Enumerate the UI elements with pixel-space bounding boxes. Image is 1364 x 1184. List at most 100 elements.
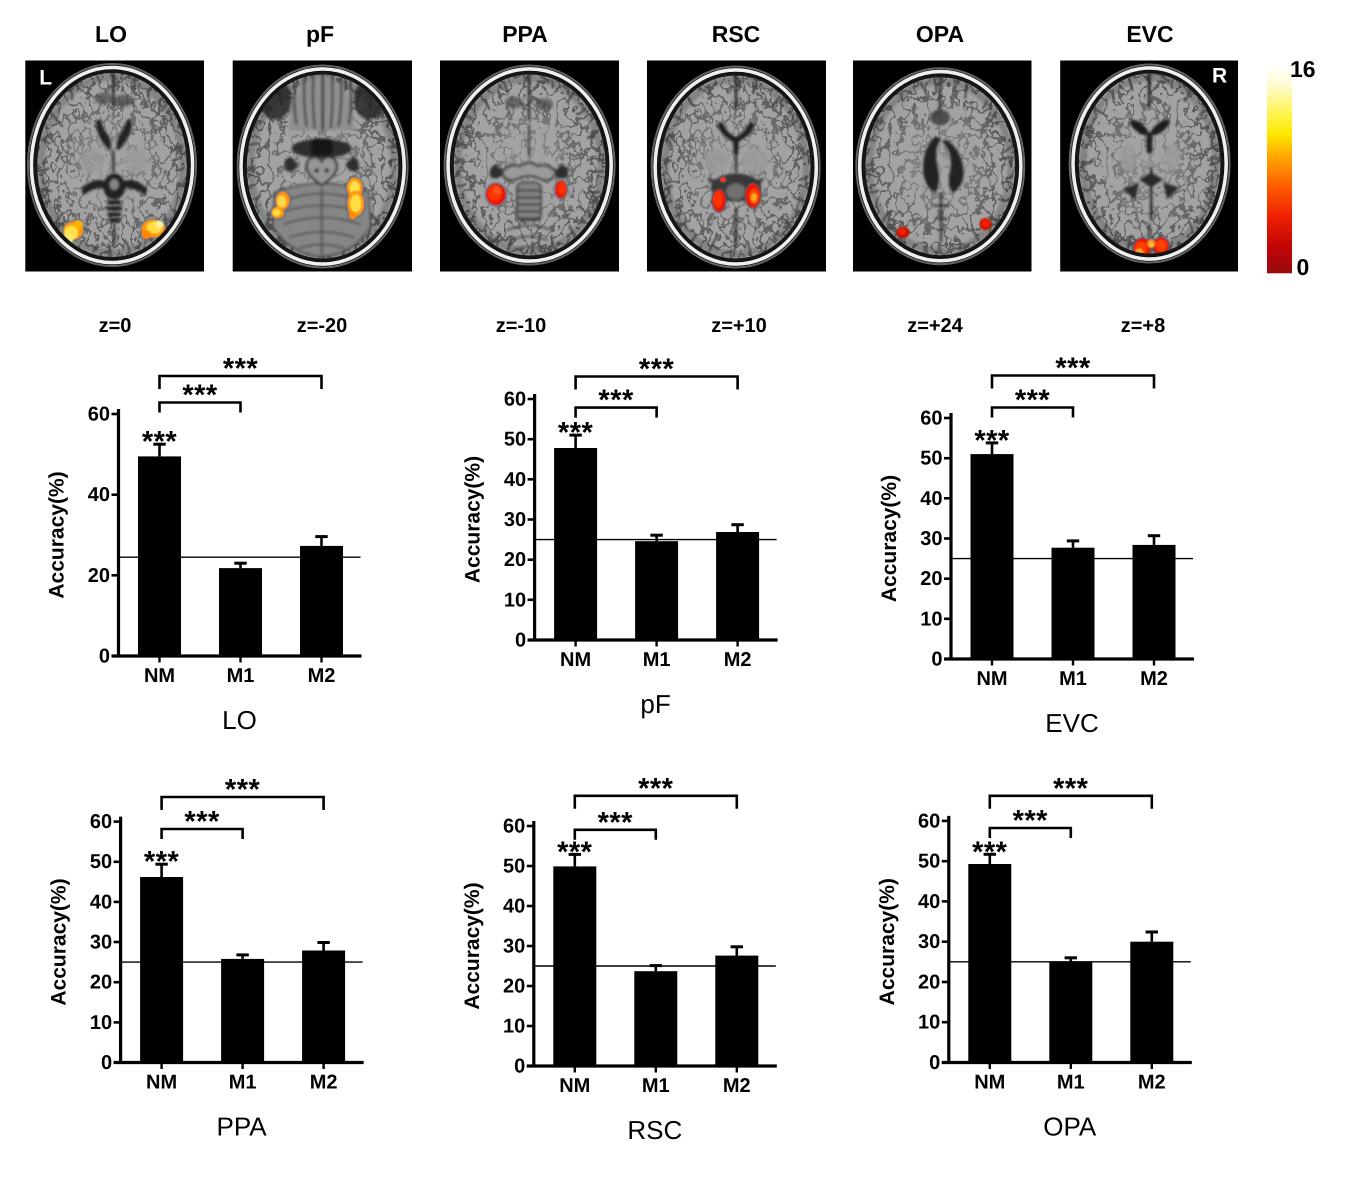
- svg-text:pF: pF: [640, 689, 670, 719]
- svg-text:40: 40: [503, 896, 525, 918]
- svg-text:30: 30: [918, 931, 940, 953]
- svg-text:z=+24: z=+24: [907, 315, 963, 337]
- svg-text:60: 60: [90, 811, 112, 833]
- svg-text:***: ***: [557, 836, 593, 868]
- svg-text:10: 10: [920, 608, 942, 630]
- svg-text:M2: M2: [1138, 1072, 1166, 1094]
- svg-text:***: ***: [1013, 805, 1049, 837]
- svg-text:50: 50: [503, 856, 525, 878]
- svg-text:Accuracy(%): Accuracy(%): [878, 475, 901, 602]
- svg-text:***: ***: [558, 417, 594, 449]
- svg-text:z=0: z=0: [99, 315, 132, 337]
- svg-text:50: 50: [920, 448, 942, 470]
- svg-text:60: 60: [504, 389, 526, 411]
- svg-text:***: ***: [1055, 353, 1091, 385]
- svg-text:pF: pF: [306, 21, 334, 47]
- svg-text:NM: NM: [146, 1072, 177, 1094]
- svg-text:M1: M1: [229, 1072, 257, 1094]
- svg-text:30: 30: [920, 528, 942, 550]
- svg-text:***: ***: [223, 353, 259, 385]
- svg-text:0: 0: [515, 630, 526, 652]
- svg-text:L: L: [39, 67, 52, 90]
- svg-text:20: 20: [504, 549, 526, 571]
- svg-text:M2: M2: [308, 665, 336, 687]
- svg-text:M2: M2: [1140, 668, 1168, 690]
- svg-text:***: ***: [974, 425, 1010, 457]
- svg-text:0: 0: [514, 1056, 525, 1078]
- svg-text:30: 30: [90, 932, 112, 954]
- svg-text:z=+8: z=+8: [1121, 315, 1165, 337]
- svg-text:20: 20: [920, 568, 942, 590]
- svg-text:Accuracy(%): Accuracy(%): [876, 878, 899, 1005]
- svg-text:M1: M1: [1059, 668, 1087, 690]
- svg-text:NM: NM: [974, 1072, 1005, 1094]
- svg-text:40: 40: [918, 891, 940, 913]
- svg-text:M2: M2: [723, 1075, 751, 1097]
- svg-text:0: 0: [1297, 254, 1310, 280]
- svg-text:NM: NM: [144, 665, 175, 687]
- svg-text:PPA: PPA: [502, 21, 548, 47]
- svg-text:***: ***: [598, 385, 634, 417]
- svg-text:20: 20: [90, 972, 112, 994]
- svg-text:20: 20: [88, 565, 110, 587]
- svg-text:10: 10: [504, 589, 526, 611]
- svg-text:***: ***: [639, 354, 675, 386]
- svg-text:60: 60: [88, 404, 110, 426]
- svg-text:10: 10: [503, 1016, 525, 1038]
- svg-text:NM: NM: [976, 668, 1007, 690]
- svg-text:Accuracy(%): Accuracy(%): [48, 878, 71, 1005]
- svg-text:60: 60: [503, 816, 525, 838]
- svg-text:Accuracy(%): Accuracy(%): [461, 882, 484, 1009]
- svg-text:RSC: RSC: [627, 1115, 682, 1145]
- svg-text:***: ***: [1053, 773, 1089, 805]
- svg-text:16: 16: [1290, 56, 1316, 82]
- svg-text:LO: LO: [222, 705, 257, 735]
- svg-text:50: 50: [918, 851, 940, 873]
- svg-text:LO: LO: [95, 21, 127, 47]
- svg-text:***: ***: [184, 806, 220, 838]
- svg-text:OPA: OPA: [916, 21, 964, 47]
- svg-text:50: 50: [90, 851, 112, 873]
- svg-text:0: 0: [929, 1052, 940, 1074]
- svg-text:20: 20: [918, 972, 940, 994]
- svg-text:60: 60: [920, 408, 942, 430]
- svg-text:40: 40: [88, 484, 110, 506]
- svg-text:***: ***: [182, 380, 218, 412]
- svg-text:***: ***: [142, 426, 178, 458]
- svg-text:M2: M2: [724, 649, 752, 671]
- svg-text:40: 40: [90, 891, 112, 913]
- svg-text:40: 40: [920, 488, 942, 510]
- svg-text:M1: M1: [643, 649, 671, 671]
- svg-text:20: 20: [503, 976, 525, 998]
- svg-text:0: 0: [101, 1052, 112, 1074]
- svg-text:10: 10: [90, 1012, 112, 1034]
- svg-text:PPA: PPA: [217, 1112, 268, 1142]
- svg-text:z=-10: z=-10: [496, 315, 547, 337]
- svg-text:0: 0: [931, 649, 942, 671]
- svg-text:60: 60: [918, 810, 940, 832]
- svg-text:***: ***: [598, 807, 634, 839]
- svg-text:R: R: [1212, 65, 1227, 88]
- svg-text:M2: M2: [310, 1072, 338, 1094]
- svg-text:***: ***: [972, 836, 1008, 868]
- svg-text:M1: M1: [1057, 1072, 1085, 1094]
- svg-text:10: 10: [918, 1012, 940, 1034]
- svg-text:EVC: EVC: [1126, 21, 1173, 47]
- svg-text:***: ***: [225, 774, 261, 806]
- svg-text:z=-20: z=-20: [297, 315, 348, 337]
- svg-text:M1: M1: [642, 1075, 670, 1097]
- svg-text:50: 50: [504, 429, 526, 451]
- svg-text:30: 30: [504, 509, 526, 531]
- svg-text:Accuracy(%): Accuracy(%): [46, 471, 69, 598]
- svg-text:RSC: RSC: [712, 21, 761, 47]
- svg-text:***: ***: [1015, 385, 1051, 417]
- svg-text:z=+10: z=+10: [711, 315, 767, 337]
- svg-text:Accuracy(%): Accuracy(%): [462, 456, 485, 583]
- svg-text:0: 0: [99, 646, 110, 668]
- svg-text:***: ***: [144, 846, 180, 878]
- svg-text:M1: M1: [227, 665, 255, 687]
- svg-text:NM: NM: [560, 649, 591, 671]
- svg-text:EVC: EVC: [1045, 708, 1098, 738]
- svg-text:30: 30: [503, 936, 525, 958]
- svg-text:OPA: OPA: [1043, 1112, 1097, 1142]
